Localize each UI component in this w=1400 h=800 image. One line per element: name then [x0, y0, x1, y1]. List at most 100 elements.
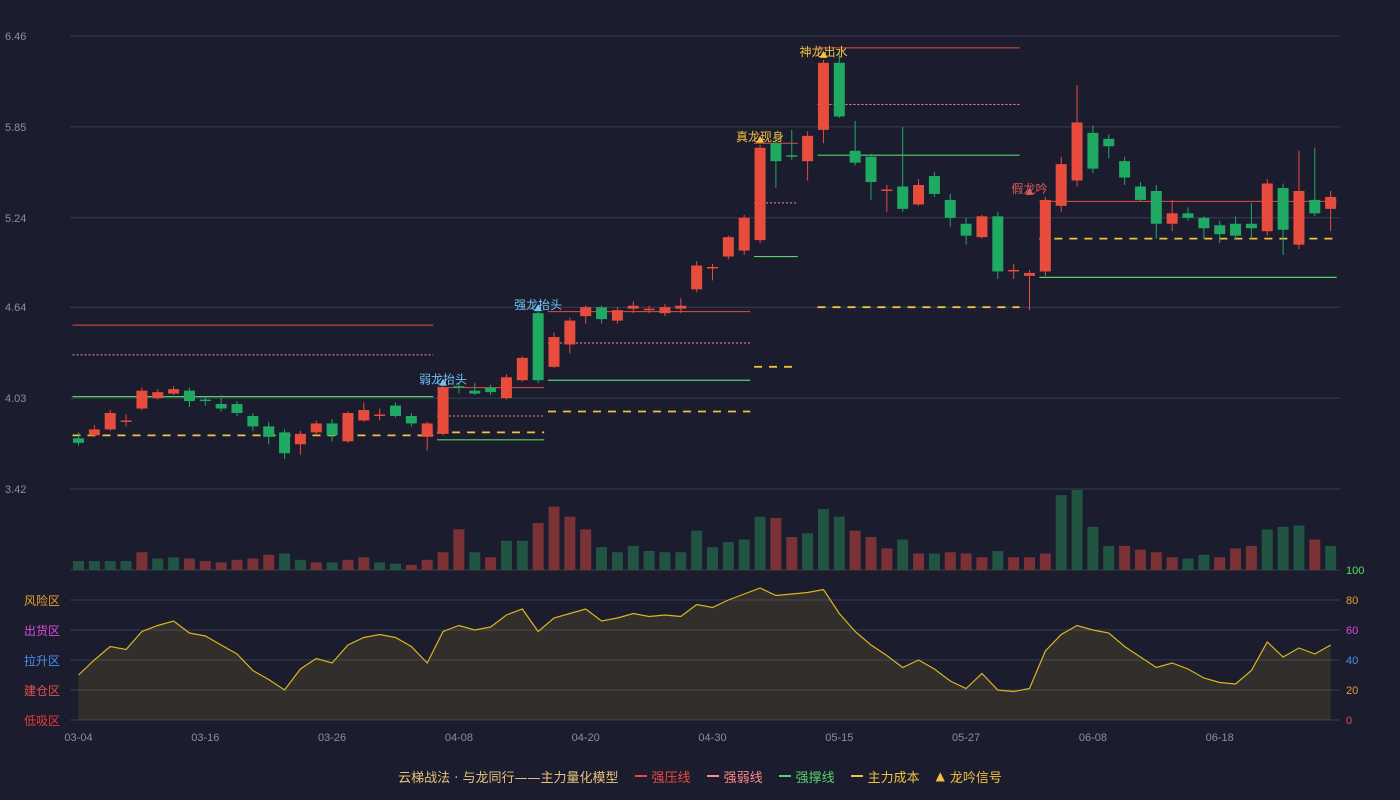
volume-bar: [215, 562, 227, 570]
candle-body: [802, 135, 814, 162]
volume-bar: [754, 516, 766, 570]
zone-label-distribute: 出货区: [23, 624, 60, 638]
volume-bar: [247, 558, 259, 570]
candle-body: [1182, 213, 1194, 218]
volume-bar: [405, 564, 417, 570]
volume-bar: [310, 562, 322, 570]
volume-bar: [326, 562, 338, 570]
volume-bar: [1055, 495, 1067, 570]
candle-body: [390, 405, 401, 416]
volume-bar: [976, 557, 988, 570]
price-tick-label: 4.03: [5, 393, 26, 405]
legend-label: 主力成本: [867, 770, 920, 786]
indicator-tick-label: 60: [1346, 625, 1358, 637]
date-tick-label: 03-16: [191, 732, 219, 744]
legend-item-main-cost[interactable]: 主力成本: [850, 767, 920, 786]
candle-body: [532, 313, 544, 381]
volume-bar: [738, 539, 750, 570]
volume-bar: [1261, 529, 1273, 570]
candle-body: [944, 199, 956, 218]
volume-bar: [707, 547, 718, 570]
volume-bar: [152, 558, 164, 570]
signal-label: 假龙吟: [1011, 181, 1047, 196]
date-tick-label: 03-26: [318, 732, 346, 744]
candle-body: [215, 404, 227, 409]
candle-body: [120, 420, 132, 422]
candle-body: [707, 266, 718, 269]
candle-body: [88, 429, 100, 436]
volume-bar: [849, 530, 861, 570]
candle-body: [817, 62, 829, 130]
legend-item-support[interactable]: 强撑线: [778, 767, 835, 786]
volume-bar: [516, 540, 528, 570]
volume-bar: [120, 561, 132, 570]
volume-bar: [263, 554, 275, 570]
indicator-tick-label: 40: [1346, 655, 1358, 667]
volume-bar: [833, 516, 845, 570]
signal-triangle-icon: [756, 135, 765, 143]
candle-body: [1277, 187, 1289, 230]
candle-body: [500, 377, 512, 399]
candle-body: [738, 217, 750, 251]
candle-body: [643, 308, 655, 311]
volume-bar: [1245, 545, 1257, 570]
date-tick-label: 05-15: [825, 732, 853, 744]
candle-body: [659, 307, 671, 314]
volume-bar: [865, 536, 877, 570]
signal-label: 弱龙抬头: [419, 373, 467, 387]
candle-body: [1166, 213, 1178, 224]
candle-body: [1214, 225, 1226, 235]
volume-bar: [1166, 557, 1178, 570]
signal-triangle-icon: [819, 50, 828, 58]
legend-item-weak-line[interactable]: 强弱线: [706, 767, 763, 786]
volume-bar: [1277, 526, 1289, 570]
volume-bar: [1293, 525, 1305, 570]
candle-body: [976, 216, 988, 238]
volume-bar: [1150, 552, 1162, 570]
candle-body: [310, 423, 322, 433]
signal-triangle-icon: [439, 378, 448, 386]
candle-body: [263, 426, 275, 437]
volume-bar: [627, 545, 639, 570]
legend-title-label: 云梯战法 · 与龙同行——主力量化模型: [398, 770, 619, 786]
legend-label: 龙吟信号: [949, 770, 1002, 786]
candle-body: [928, 176, 940, 194]
legend-item-signal[interactable]: ▲ 龙吟信号: [936, 767, 1002, 786]
candle-body: [881, 189, 893, 191]
volume-bar: [564, 516, 576, 570]
legend-item-title: 云梯战法 · 与龙同行——主力量化模型: [398, 767, 618, 786]
candle-body: [152, 392, 164, 399]
legend-label: 强压线: [651, 770, 691, 786]
price-tick-label: 5.24: [5, 213, 26, 225]
volume-bar: [104, 561, 116, 570]
candle-body: [675, 305, 687, 309]
volume-bar: [199, 561, 211, 570]
candle-body: [469, 390, 481, 394]
candle-body: [596, 307, 608, 320]
legend-item-strong-resistance[interactable]: 强压线: [634, 767, 691, 786]
candle-body: [580, 307, 592, 317]
candle-body: [786, 155, 798, 157]
candle-body: [374, 414, 386, 416]
volume-bar: [1008, 557, 1020, 570]
candle-body: [279, 432, 291, 454]
signal-label: 真龙现身: [736, 129, 784, 144]
volume-bar: [168, 557, 180, 570]
candle-body: [611, 310, 623, 321]
candle-body: [1245, 223, 1257, 229]
candle-body: [865, 156, 877, 183]
candle-body: [992, 216, 1004, 272]
candle-body: [722, 237, 734, 257]
date-tick-label: 03-04: [64, 732, 92, 744]
volume-bar: [1198, 554, 1210, 570]
candle-body: [627, 305, 639, 309]
volume-bar: [1039, 553, 1051, 570]
volume-bar: [1309, 539, 1321, 570]
candle-body: [1325, 196, 1337, 209]
volume-bar: [453, 529, 465, 570]
signal-label: 强龙抬头: [514, 298, 562, 312]
candle-body: [485, 387, 497, 393]
candle-body: [421, 423, 433, 437]
volume-bar: [390, 563, 401, 570]
